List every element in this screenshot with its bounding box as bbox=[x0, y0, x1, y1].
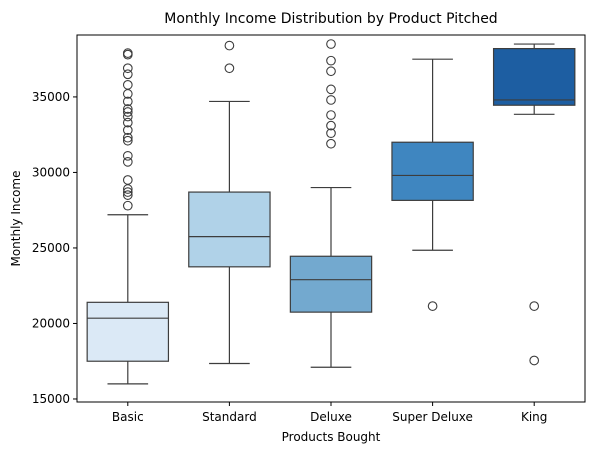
outlier-point bbox=[326, 138, 336, 149]
box bbox=[86, 301, 170, 362]
outlier-point bbox=[122, 157, 133, 167]
outlier-point bbox=[122, 107, 133, 117]
box bbox=[289, 255, 373, 313]
outlier-point bbox=[326, 95, 336, 105]
outlier-point bbox=[326, 39, 336, 49]
outlier-point bbox=[326, 66, 336, 77]
box-group-super-deluxe bbox=[391, 58, 474, 311]
x-axis-label: Products Bought bbox=[282, 430, 381, 444]
x-axis: Basic Standard Deluxe Super Deluxe King bbox=[112, 402, 547, 424]
x-tick-label: Deluxe bbox=[310, 410, 352, 424]
y-tick-label: 15000 bbox=[32, 392, 70, 406]
outlier-point bbox=[326, 55, 336, 66]
box bbox=[391, 141, 474, 201]
outlier-point bbox=[122, 79, 133, 90]
box bbox=[492, 47, 576, 106]
y-tick-label: 25000 bbox=[32, 241, 70, 255]
outlier-point bbox=[427, 301, 438, 311]
y-tick-label: 30000 bbox=[32, 165, 70, 179]
chart-title: Monthly Income Distribution by Product P… bbox=[164, 11, 497, 27]
y-tick-label: 35000 bbox=[32, 90, 70, 104]
outlier-point bbox=[122, 132, 133, 143]
outlier-point bbox=[529, 355, 540, 366]
outlier-point bbox=[122, 150, 133, 161]
outlier-point bbox=[122, 187, 133, 197]
outlier-point bbox=[326, 84, 336, 95]
y-axis-label: Monthly Income bbox=[9, 170, 23, 266]
box-group-deluxe bbox=[289, 39, 373, 368]
outlier-point bbox=[122, 96, 133, 107]
outlier-point bbox=[529, 301, 540, 311]
outlier-point bbox=[224, 40, 235, 51]
x-tick-label: King bbox=[521, 410, 547, 424]
x-tick-label: Super Deluxe bbox=[392, 410, 473, 424]
outlier-point bbox=[122, 48, 133, 58]
y-axis: 15000 20000 25000 30000 35000 bbox=[32, 90, 77, 406]
outlier-point bbox=[224, 63, 235, 74]
box-group-basic bbox=[86, 48, 170, 385]
outlier-point bbox=[122, 111, 133, 122]
outlier-point bbox=[326, 120, 336, 131]
outlier-point bbox=[122, 117, 133, 128]
x-tick-label: Standard bbox=[202, 410, 257, 424]
outlier-point bbox=[122, 175, 133, 185]
x-tick-label: Basic bbox=[112, 410, 144, 424]
box bbox=[188, 191, 271, 268]
plot-area bbox=[86, 39, 576, 385]
outlier-point bbox=[122, 69, 133, 80]
y-tick-label: 20000 bbox=[32, 316, 70, 330]
outlier-point bbox=[326, 128, 336, 139]
outlier-point bbox=[122, 104, 133, 114]
box-group-king bbox=[492, 43, 576, 366]
outlier-point bbox=[122, 190, 133, 200]
outlier-point bbox=[122, 125, 133, 135]
outlier-point bbox=[122, 63, 133, 74]
outlier-point bbox=[122, 135, 133, 146]
outlier-point bbox=[122, 200, 133, 211]
box-group-standard bbox=[188, 40, 271, 365]
outlier-point bbox=[326, 110, 336, 120]
